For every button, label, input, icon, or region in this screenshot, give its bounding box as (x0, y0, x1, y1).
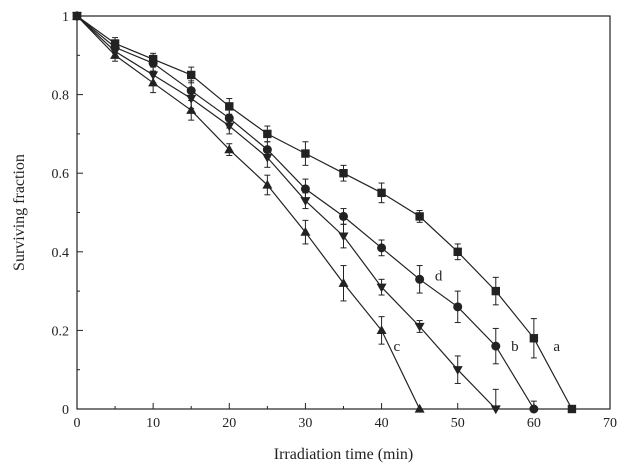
data-point (338, 278, 349, 287)
series-line (76, 15, 497, 410)
series-c: c (72, 10, 425, 413)
data-point (376, 325, 387, 334)
data-point (339, 211, 348, 221)
data-point (262, 179, 273, 189)
data-point (338, 232, 349, 242)
data-point (529, 404, 539, 414)
y-tick-label: 1 (62, 10, 69, 25)
data-point (376, 283, 387, 293)
x-tick-label: 20 (222, 416, 236, 431)
data-point (262, 153, 273, 163)
data-point (490, 405, 501, 415)
data-point (491, 341, 501, 351)
data-point (224, 122, 235, 132)
x-tick-label: 50 (451, 416, 465, 431)
data-point (148, 71, 159, 81)
data-point (529, 334, 539, 343)
x-axis-title: Irradiation time (min) (274, 446, 414, 463)
data-point (415, 274, 425, 284)
data-point (300, 184, 310, 194)
x-tick-label: 0 (74, 416, 81, 431)
series-line (76, 15, 535, 410)
series-line (76, 15, 573, 410)
data-point (339, 169, 348, 178)
data-point (187, 70, 196, 80)
series-layer: a b c d (72, 10, 577, 415)
data-point (415, 212, 424, 221)
series-d: d (72, 12, 501, 415)
x-tick-label: 60 (527, 416, 541, 431)
y-tick-label: 0 (62, 403, 69, 418)
data-point (300, 197, 311, 206)
data-point (300, 226, 311, 236)
x-tick-label: 40 (375, 416, 389, 431)
data-point (301, 149, 310, 158)
data-point (414, 403, 425, 413)
data-point (452, 366, 463, 375)
data-point (225, 102, 234, 111)
data-point (148, 58, 158, 68)
x-tick-label: 10 (146, 416, 160, 431)
data-point (567, 404, 577, 414)
data-point (414, 322, 425, 332)
x-tick-label: 70 (603, 416, 617, 431)
curve-label-c: c (393, 339, 400, 355)
x-tick-label: 30 (298, 416, 312, 431)
data-point (224, 144, 235, 154)
data-point (72, 12, 82, 22)
curve-label-d: d (435, 268, 443, 284)
series-b: b (72, 11, 539, 414)
data-point (186, 105, 197, 114)
y-tick-label: 0.6 (52, 167, 70, 182)
data-point (110, 47, 121, 57)
data-point (491, 286, 500, 296)
data-point (453, 247, 462, 256)
y-tick-label: 0.8 (52, 89, 70, 104)
data-point (377, 243, 387, 253)
data-point (453, 302, 463, 312)
curve-label-b: b (511, 339, 519, 355)
y-axis-title: Surviving fraction (11, 154, 28, 271)
series-line (76, 15, 421, 410)
data-point (263, 129, 272, 139)
y-tick-label: 0.4 (52, 246, 70, 261)
curve-label-a: a (553, 339, 560, 355)
axes: 0 10 20 30 40 50 60 70 0 0.2 0.4 0.6 0.8 1 (52, 10, 618, 431)
data-point (377, 188, 386, 198)
y-tick-label: 0.2 (52, 324, 70, 339)
data-point (186, 94, 197, 104)
